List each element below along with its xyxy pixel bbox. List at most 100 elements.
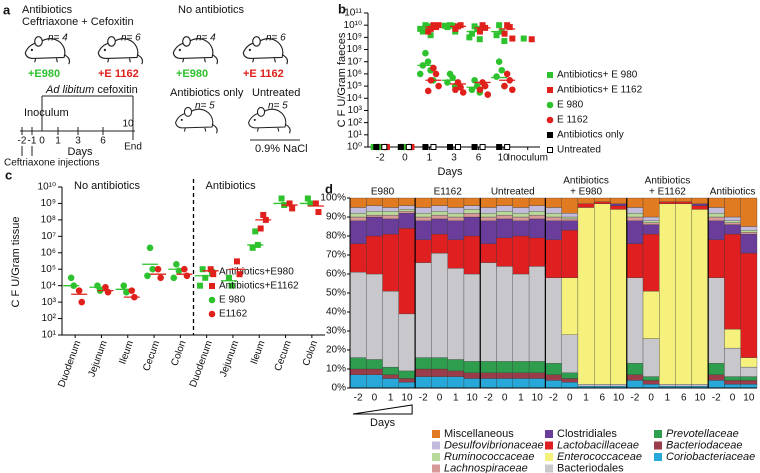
bar-segment xyxy=(610,203,627,206)
point xyxy=(149,265,156,273)
bar-segment xyxy=(577,207,595,385)
bar-segment xyxy=(398,378,416,383)
bar-segment xyxy=(496,205,513,212)
bar-segment xyxy=(740,233,758,254)
y-axis-label: C F U/Gram faeces xyxy=(336,32,348,127)
bar-segment xyxy=(349,213,367,218)
bar-segment xyxy=(382,290,399,368)
legend-swatch xyxy=(432,453,440,461)
x-tick-label: Duodenum xyxy=(188,339,215,389)
point xyxy=(289,205,296,212)
bar-segment xyxy=(724,347,741,377)
bar-segment xyxy=(626,243,644,278)
legend-swatch xyxy=(432,441,440,450)
timeline-axis-label: Days xyxy=(67,146,93,158)
y-tick-label: 50% xyxy=(326,288,346,299)
x-tick-label: 0 xyxy=(502,393,508,404)
bar-segment xyxy=(463,372,481,379)
point xyxy=(422,144,429,150)
legend-swatch xyxy=(432,430,440,438)
bar-segment xyxy=(480,361,497,373)
bar-segment xyxy=(447,220,465,240)
legend-marker xyxy=(547,132,553,138)
group-label: E980 xyxy=(371,187,395,198)
bar-segment xyxy=(496,197,513,206)
bar-segment xyxy=(512,197,530,208)
bar-segment xyxy=(740,380,758,385)
y-tick-label: 10⁴ xyxy=(347,93,362,104)
strain-label: +E 1162 xyxy=(243,68,284,80)
bar-segment xyxy=(626,213,644,218)
bar-segment xyxy=(382,378,399,389)
point xyxy=(228,282,235,289)
bar-segment xyxy=(642,290,660,339)
x-axis-label: Days xyxy=(370,417,396,429)
bar-segment xyxy=(463,205,481,210)
x-tick-label: 10 xyxy=(743,393,755,404)
point xyxy=(481,82,489,90)
bar-segment xyxy=(366,205,383,212)
legend-label: Antibiotics+E1162 xyxy=(219,281,299,292)
bar-segment xyxy=(366,359,383,370)
bar-segment xyxy=(740,357,758,368)
bar-segment xyxy=(496,361,513,373)
bar-segment xyxy=(724,376,741,381)
bar-segment xyxy=(561,277,579,335)
bar-segment xyxy=(463,209,481,214)
group-title: Antibiotics xyxy=(206,180,257,192)
n-label: n= 5 xyxy=(268,101,288,112)
point xyxy=(67,274,75,282)
point xyxy=(236,271,243,278)
bar-segment xyxy=(431,218,448,235)
bar-segment xyxy=(414,197,432,208)
bar-segment xyxy=(496,214,513,220)
bar-segment xyxy=(414,357,432,370)
bar-segment xyxy=(675,384,693,387)
y-tick-label: 10⁰ xyxy=(347,142,362,153)
y-tick-label: 10² xyxy=(42,313,57,324)
legend-marker xyxy=(546,116,554,124)
bar-segment xyxy=(528,205,546,212)
y-tick-label: 10⁴ xyxy=(41,280,56,291)
bar-segment xyxy=(480,378,497,389)
point xyxy=(506,24,513,31)
timeline-tick-label: 10 xyxy=(122,119,134,130)
point xyxy=(435,82,442,90)
timeline-label-drug: cefoxitin xyxy=(97,84,137,96)
bar-segment xyxy=(642,216,660,221)
strain-label: +E 1162 xyxy=(98,68,139,80)
bar-segment xyxy=(626,374,644,381)
x-tick-label: -2 xyxy=(712,393,721,404)
bar-segment xyxy=(398,205,416,210)
legend-swatch xyxy=(654,453,662,461)
x-tick-label: Duodenum xyxy=(56,339,83,389)
inoculum-label: Inoculum xyxy=(24,107,69,119)
bar-segment xyxy=(447,370,465,377)
point xyxy=(476,28,483,35)
legend-label: Ruminococcaceae xyxy=(444,451,535,463)
strain-label: +E980 xyxy=(176,68,208,80)
bar-segment xyxy=(398,382,416,389)
point xyxy=(501,82,508,90)
legend-label: Clostridiales xyxy=(557,428,617,440)
bar-segment xyxy=(724,220,741,223)
y-tick-label: 10⁹ xyxy=(347,32,362,43)
x-tick-label: 6 xyxy=(476,153,482,164)
point xyxy=(197,282,204,289)
y-tick-label: 70% xyxy=(326,250,346,261)
bar-segment xyxy=(447,359,465,372)
bar-segment xyxy=(740,232,758,235)
x-tick-label: Jejunum xyxy=(86,339,109,378)
n-label: n= 4 xyxy=(48,33,68,44)
bar-segment xyxy=(626,277,644,364)
bar-segment xyxy=(642,222,660,225)
bar-segment xyxy=(366,235,383,275)
bar-segment xyxy=(561,216,579,220)
bar-segment xyxy=(708,220,725,240)
point xyxy=(210,271,217,278)
bar-segment xyxy=(708,197,725,208)
legend-label: Prevotellaceae xyxy=(666,428,739,440)
bar-segment xyxy=(740,226,758,231)
y-tick-label: 10¹¹ xyxy=(344,8,362,19)
x-tick-label: 1 xyxy=(665,393,671,404)
